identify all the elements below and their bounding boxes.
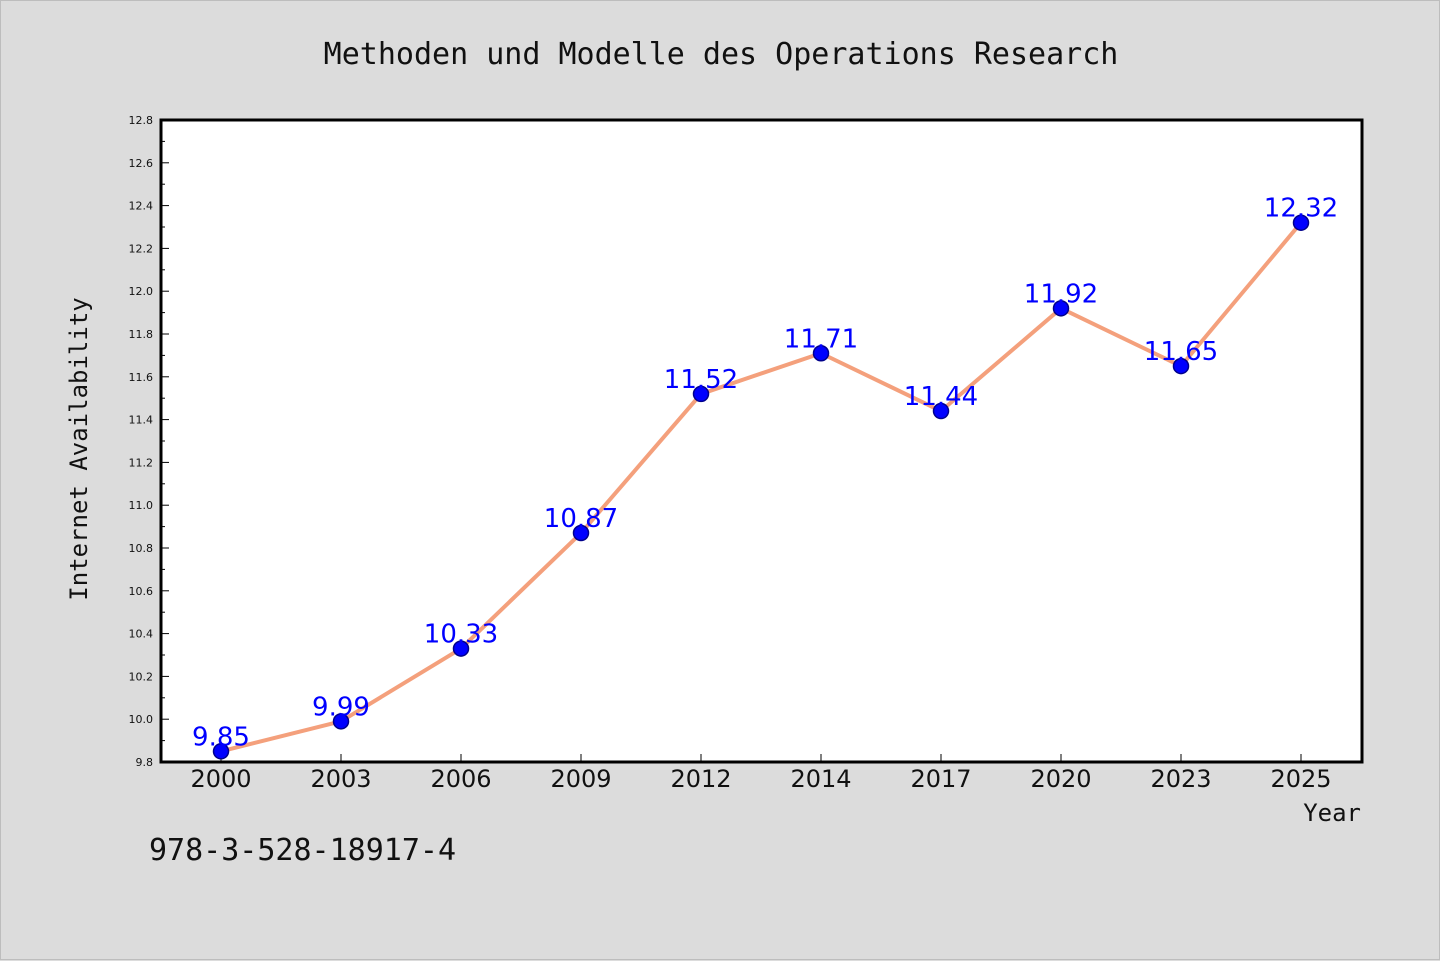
y-tick-label: 9.8	[136, 756, 154, 769]
y-tick-label: 12.8	[129, 114, 154, 127]
x-tick-label: 2020	[1030, 765, 1091, 793]
y-tick-label: 12.6	[129, 157, 154, 170]
data-label: 11.65	[1144, 337, 1218, 367]
data-label: 11.71	[784, 324, 858, 354]
plot-area	[159, 118, 1364, 764]
data-point	[332, 713, 350, 730]
y-tick-label: 10.4	[129, 628, 154, 641]
x-tick-label: 2023	[1150, 765, 1211, 793]
y-tick-label: 10.8	[129, 542, 154, 555]
data-label: 10.87	[544, 504, 618, 534]
y-tick-label: 10.6	[129, 585, 154, 598]
y-tick-label: 10.2	[129, 670, 154, 683]
data-point	[1172, 357, 1190, 375]
x-tick-label: 2006	[430, 765, 491, 793]
chart-title: Methoden und Modelle des Operations Rese…	[324, 37, 1119, 72]
data-label: 9.85	[192, 722, 250, 752]
data-label: 11.52	[664, 365, 738, 395]
y-tick-label: 12.2	[129, 242, 154, 255]
x-tick-label: 2014	[790, 765, 851, 793]
data-point	[452, 640, 470, 657]
data-label: 9.99	[312, 692, 370, 722]
data-point	[212, 743, 230, 760]
data-point	[1052, 300, 1070, 317]
x-tick-label: 2025	[1270, 765, 1331, 793]
x-tick-label: 2017	[910, 765, 971, 793]
y-tick-label: 11.4	[129, 414, 154, 427]
isbn-text: 978-3-528-18917-4	[149, 833, 457, 868]
x-tick-label: 2003	[310, 765, 371, 793]
data-label: 11.44	[904, 382, 978, 412]
y-axis: 9.8 10.0 10.2 10.4 10.6 10.8 11.0 11.2 11.4 11.6 1…	[129, 114, 169, 769]
x-tick-label: 2000	[190, 765, 251, 793]
x-axis-label: Year	[1303, 799, 1361, 827]
data-point	[932, 402, 950, 420]
data-label: 10.33	[424, 620, 498, 650]
data-point	[692, 385, 710, 403]
y-tick-label: 11.0	[129, 499, 154, 512]
y-axis-label: Internet Availability	[65, 297, 93, 600]
y-tick-label: 12.0	[129, 285, 154, 298]
x-axis: 2000 2003 2006 2009 2012 2014 2017 2020 2023 2025	[190, 754, 1332, 793]
data-label: 12.32	[1264, 194, 1338, 224]
data-point	[1292, 214, 1310, 231]
data-point	[572, 524, 590, 542]
x-tick-label: 2012	[670, 765, 731, 793]
series-line-group: 9.85 9.99 10.33 10.87 11.52 11.71 11.44 11.92 11…	[192, 194, 1338, 760]
y-tick-label: 11.8	[129, 328, 154, 341]
series-line	[219, 220, 1303, 754]
y-tick-label: 12.4	[129, 200, 154, 213]
y-tick-label: 11.6	[129, 371, 154, 384]
y-tick-label: 11.2	[129, 456, 154, 469]
data-label: 11.92	[1024, 279, 1098, 309]
y-tick-label: 10.0	[129, 713, 154, 726]
data-point	[812, 345, 830, 362]
x-tick-label: 2009	[550, 765, 611, 793]
